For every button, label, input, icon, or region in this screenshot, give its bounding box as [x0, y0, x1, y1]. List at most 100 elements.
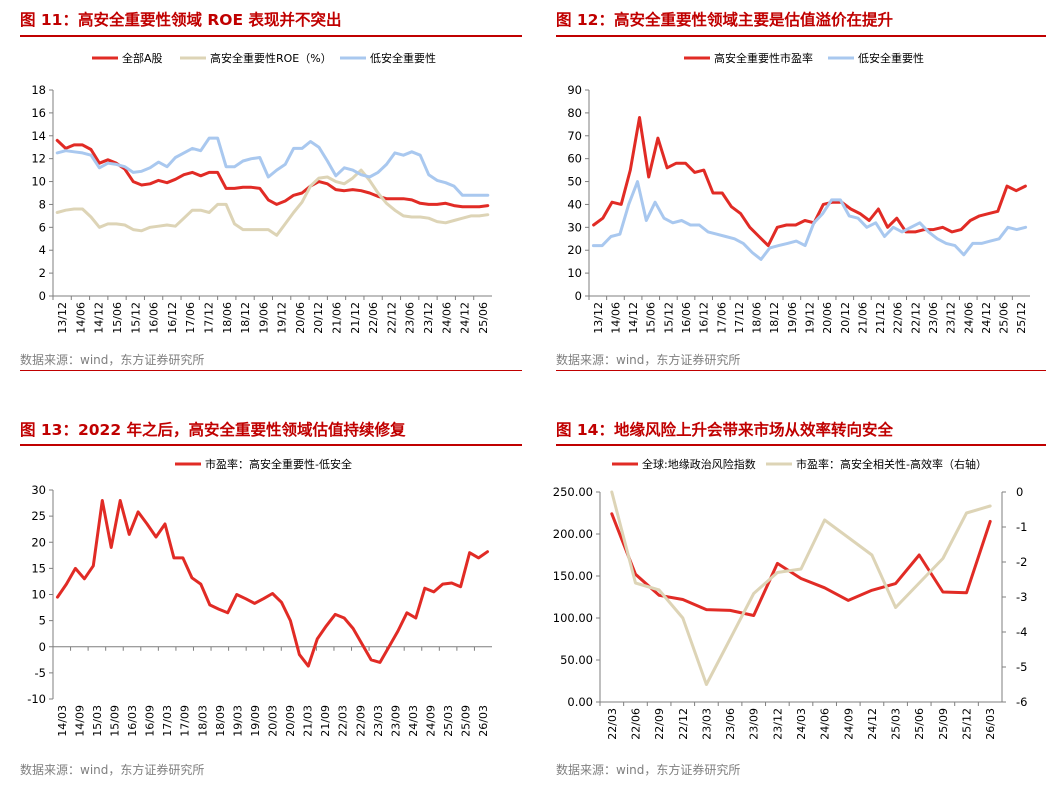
x-tick-label: 20/09 [284, 705, 297, 737]
x-tick-label: 13/12 [56, 302, 69, 334]
y-tick-label: 70 [567, 129, 582, 143]
x-tick-label: 13/12 [592, 302, 605, 334]
y-tick-label: 30 [567, 220, 582, 234]
x-tick-label: 14/03 [56, 705, 69, 737]
chart-panel-2: 图 12：高安全重要性领域主要是估值溢价在提升 0 10 20 30 40 50 60 70 8… [556, 8, 1046, 378]
y-tick-label: 50 [567, 175, 582, 189]
x-tick-label: 24/09 [425, 705, 438, 737]
x-tick-label: 20/12 [312, 302, 325, 334]
series-line-2 [55, 168, 490, 237]
legend-label: 高安全重要性ROE（%） [210, 51, 332, 65]
y-tick-label: 2 [39, 266, 46, 280]
y2-tick-label: -5 [1016, 660, 1027, 674]
x-tick-label: 25/03 [442, 705, 455, 737]
y-tick-label: 80 [567, 106, 582, 120]
x-tick-label: 22/12 [909, 302, 922, 334]
x-tick-label: 17/12 [202, 302, 215, 334]
legend-label: 市盈率：高安全相关性-高效率（右轴） [796, 457, 987, 471]
legend-label: 低安全重要性 [370, 51, 436, 65]
y-tick-label: 12 [31, 152, 46, 166]
x-tick-label: 21/12 [349, 302, 362, 334]
y-tick-label: 10 [31, 588, 46, 602]
y-tick-label: 0 [575, 289, 582, 303]
y-tick-label: 10 [567, 266, 582, 280]
x-tick-label: 14/06 [609, 302, 622, 334]
x-tick-label: 24/12 [980, 302, 993, 334]
series-line-1 [610, 512, 992, 617]
y2-tick-label: -4 [1016, 625, 1027, 639]
title-rule [20, 444, 522, 446]
y-tick-label: 5 [39, 614, 46, 628]
chart-panel-4: 图 14：地缘风险上升会带来市场从效率转向安全 0.00 50.00 100.00 1… [553, 418, 1046, 783]
x-tick-label: 19/12 [276, 302, 289, 334]
x-tick-label: 22/03 [606, 708, 619, 740]
x-tick-label: 14/12 [627, 302, 640, 334]
y-tick-label: 20 [567, 243, 582, 257]
x-tick-label: 17/06 [715, 302, 728, 334]
y-tick-label: 250.00 [553, 485, 593, 499]
title-rule [556, 35, 1046, 37]
x-tick-label: 21/03 [302, 705, 315, 737]
x-tick-label: 21/09 [319, 705, 332, 737]
chart-source-1: 数据来源：wind，东方证券研究所 [20, 353, 205, 367]
x-tick-label: 19/03 [231, 705, 244, 737]
x-tick-label: 17/03 [161, 705, 174, 737]
y-tick-label: 0.00 [567, 695, 593, 709]
chart-panel-1: 图 11：高安全重要性领域 ROE 表现并不突出 0 2 4 6 8 10 12 14 16 18… [20, 8, 522, 378]
x-tick-label: 22/06 [629, 708, 642, 740]
chart-title-3: 图 13：2022 年之后，高安全重要性领域估值持续修复 [20, 421, 406, 439]
x-tick-label: 17/09 [179, 705, 192, 737]
x-tick-label: 23/03 [700, 708, 713, 740]
x-tick-label: 19/06 [257, 302, 270, 334]
y2-tick-label: 0 [1016, 485, 1023, 499]
source-rule [556, 370, 1046, 371]
series-line-1 [55, 138, 490, 209]
y-tick-label: 60 [567, 152, 582, 166]
y-tick-label: 4 [39, 243, 46, 257]
x-tick-label: 22/09 [354, 705, 367, 737]
chart-source-3: 数据来源：wind，东方证券研究所 [20, 763, 205, 777]
x-tick-label: 18/09 [214, 705, 227, 737]
y-tick-label: 50.00 [560, 653, 593, 667]
x-tick-label: 16/06 [148, 302, 161, 334]
y-tick-label: 20 [31, 535, 46, 549]
y-tick-label: 90 [567, 83, 582, 97]
y-tick-label: 10 [31, 175, 46, 189]
y-tick-label: 25 [31, 509, 46, 523]
series-line-1 [56, 499, 489, 668]
chart-panel-3: 图 13：2022 年之后，高安全重要性领域估值持续修复 -10 -5 0 5 10 15… [20, 418, 522, 783]
x-tick-label: 18/12 [239, 302, 252, 334]
y-tick-label: 14 [31, 129, 46, 143]
x-tick-label: 16/06 [680, 302, 693, 334]
y2-tick-label: -1 [1016, 520, 1027, 534]
x-tick-label: 23/06 [724, 708, 737, 740]
y-tick-label: 0 [39, 289, 46, 303]
x-tick-label: 24/06 [962, 302, 975, 334]
chart-title-1: 图 11：高安全重要性领域 ROE 表现并不突出 [20, 11, 342, 29]
x-tick-label: 25/09 [460, 705, 473, 737]
x-tick-label: 25/06 [913, 708, 926, 740]
x-tick-label: 23/09 [389, 705, 402, 737]
x-tick-label: 19/12 [804, 302, 817, 334]
x-tick-label: 23/06 [927, 302, 940, 334]
x-tick-label: 23/06 [404, 302, 417, 334]
x-tick-label: 20/06 [294, 302, 307, 334]
y2-tick-label: -3 [1016, 590, 1027, 604]
chart-title-2: 图 12：高安全重要性领域主要是估值溢价在提升 [556, 11, 893, 29]
x-tick-label: 16/03 [126, 705, 139, 737]
y2-tick-label: -6 [1016, 695, 1027, 709]
x-tick-label: 18/12 [768, 302, 781, 334]
x-tick-label: 22/03 [337, 705, 350, 737]
x-tick-label: 26/03 [984, 708, 997, 740]
chart-source-4: 数据来源：wind，东方证券研究所 [556, 763, 741, 777]
x-tick-label: 22/06 [367, 302, 380, 334]
x-tick-label: 24/03 [407, 705, 420, 737]
chart-2-svg: 0 10 20 30 40 50 60 70 80 90 13/12 14/06 14/12 15/06 1… [567, 51, 1030, 334]
x-tick-label: 24/12 [459, 302, 472, 334]
x-tick-label: 15/12 [129, 302, 142, 334]
x-tick-label: 26/03 [477, 705, 490, 737]
y-tick-label: 40 [567, 197, 582, 211]
source-rule [20, 370, 522, 371]
x-tick-label: 15/12 [662, 302, 675, 334]
x-tick-label: 22/12 [677, 708, 690, 740]
